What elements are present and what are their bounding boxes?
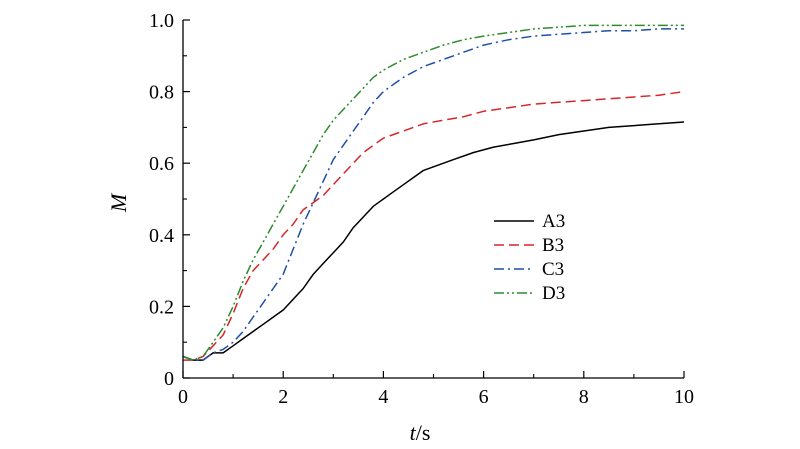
ticks (182, 19, 685, 379)
legend-label-a3: A3 (542, 211, 565, 232)
y-tick-label: 0.8 (149, 82, 174, 104)
series-line-c3 (182, 28, 684, 361)
x-tick-label: 6 (479, 386, 489, 408)
x-tick-label: 2 (278, 386, 288, 408)
series-line-d3 (182, 24, 684, 361)
y-tick-label: 0.4 (149, 225, 174, 247)
series-line-b3 (183, 90, 685, 361)
legend-label-b3: B3 (542, 235, 564, 256)
series-lines (182, 24, 685, 361)
x-tick-label: 4 (378, 386, 388, 408)
x-tick-label: 10 (674, 386, 694, 408)
x-tick-label: 8 (579, 386, 589, 408)
y-tick-label: 0.2 (149, 296, 174, 318)
x-axis-title: t/s (410, 420, 431, 445)
y-axis-title: M (106, 192, 131, 213)
y-tick-label: 1.0 (149, 10, 174, 32)
legend-label-c3: C3 (542, 259, 564, 280)
x-tick-label: 0 (178, 386, 188, 408)
y-tick-label: 0 (164, 368, 174, 390)
series-line-a3 (182, 121, 685, 361)
tick-labels: 0 2 4 6 8 10 0 0.2 0.4 0.6 0.8 1.0 (149, 10, 694, 408)
legend: A3 B3 C3 D3 (494, 211, 565, 304)
y-tick-label: 0.6 (149, 153, 174, 175)
legend-label-d3: D3 (542, 283, 565, 304)
